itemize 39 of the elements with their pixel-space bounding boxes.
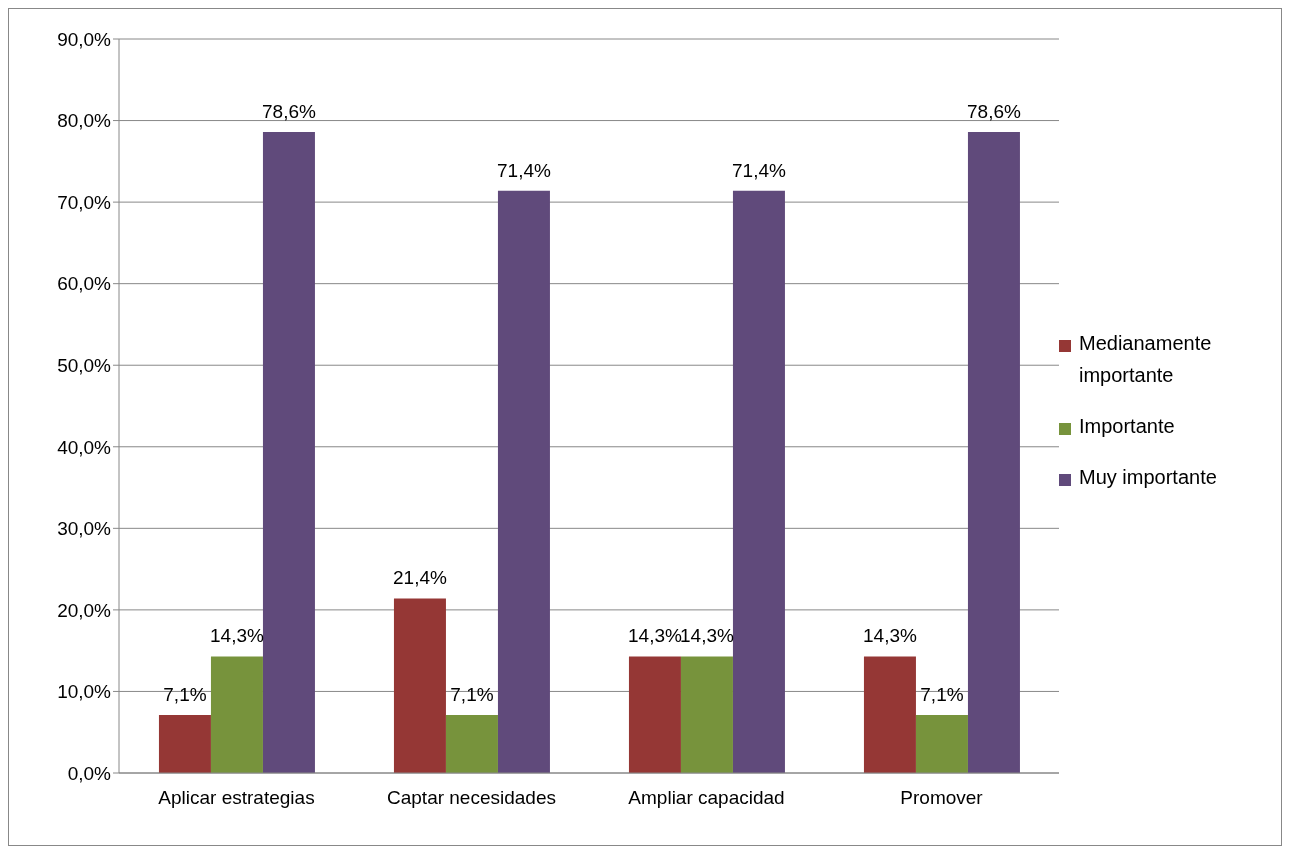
- x-tick-label: Aplicar estrategias: [158, 787, 315, 809]
- data-label: 7,1%: [163, 684, 207, 706]
- y-tick-label: 50,0%: [57, 354, 112, 376]
- data-label: 71,4%: [497, 159, 551, 181]
- data-label: 7,1%: [450, 684, 494, 706]
- y-tick-label: 90,0%: [57, 28, 112, 50]
- data-label: 78,6%: [262, 100, 316, 122]
- y-tick-label: 70,0%: [57, 191, 112, 213]
- data-label: 7,1%: [920, 684, 964, 706]
- legend-label: Importante: [1079, 413, 1175, 439]
- bar: [628, 656, 681, 773]
- bar: [915, 715, 968, 773]
- bar: [158, 715, 211, 773]
- legend-label: Muy importante: [1079, 464, 1217, 490]
- legend-label: Medianamente importante: [1079, 330, 1213, 388]
- y-tick-label: 20,0%: [57, 599, 112, 621]
- x-tick-label: Promover: [900, 787, 984, 809]
- y-tick-label: 10,0%: [57, 681, 112, 703]
- bar: [863, 656, 916, 773]
- bar: [680, 656, 733, 773]
- bar: [967, 131, 1020, 773]
- x-tick-label: Ampliar capacidad: [628, 787, 785, 809]
- y-tick-label: 40,0%: [57, 436, 112, 458]
- bar: [210, 656, 263, 773]
- data-label: 21,4%: [393, 567, 447, 589]
- bar: [262, 131, 315, 773]
- y-tick-label: 30,0%: [57, 518, 112, 540]
- data-label: 71,4%: [732, 159, 786, 181]
- data-label: 14,3%: [863, 625, 917, 647]
- x-tick-label: Captar necesidades: [387, 787, 556, 809]
- bar: [445, 715, 498, 773]
- y-tick-label: 80,0%: [57, 110, 112, 132]
- data-label: 78,6%: [967, 100, 1021, 122]
- y-tick-label: 0,0%: [67, 762, 112, 784]
- bar: [732, 190, 785, 773]
- bar: [393, 598, 446, 773]
- bar: [497, 190, 550, 773]
- data-label: 14,3%: [628, 625, 682, 647]
- y-tick-label: 60,0%: [57, 273, 112, 295]
